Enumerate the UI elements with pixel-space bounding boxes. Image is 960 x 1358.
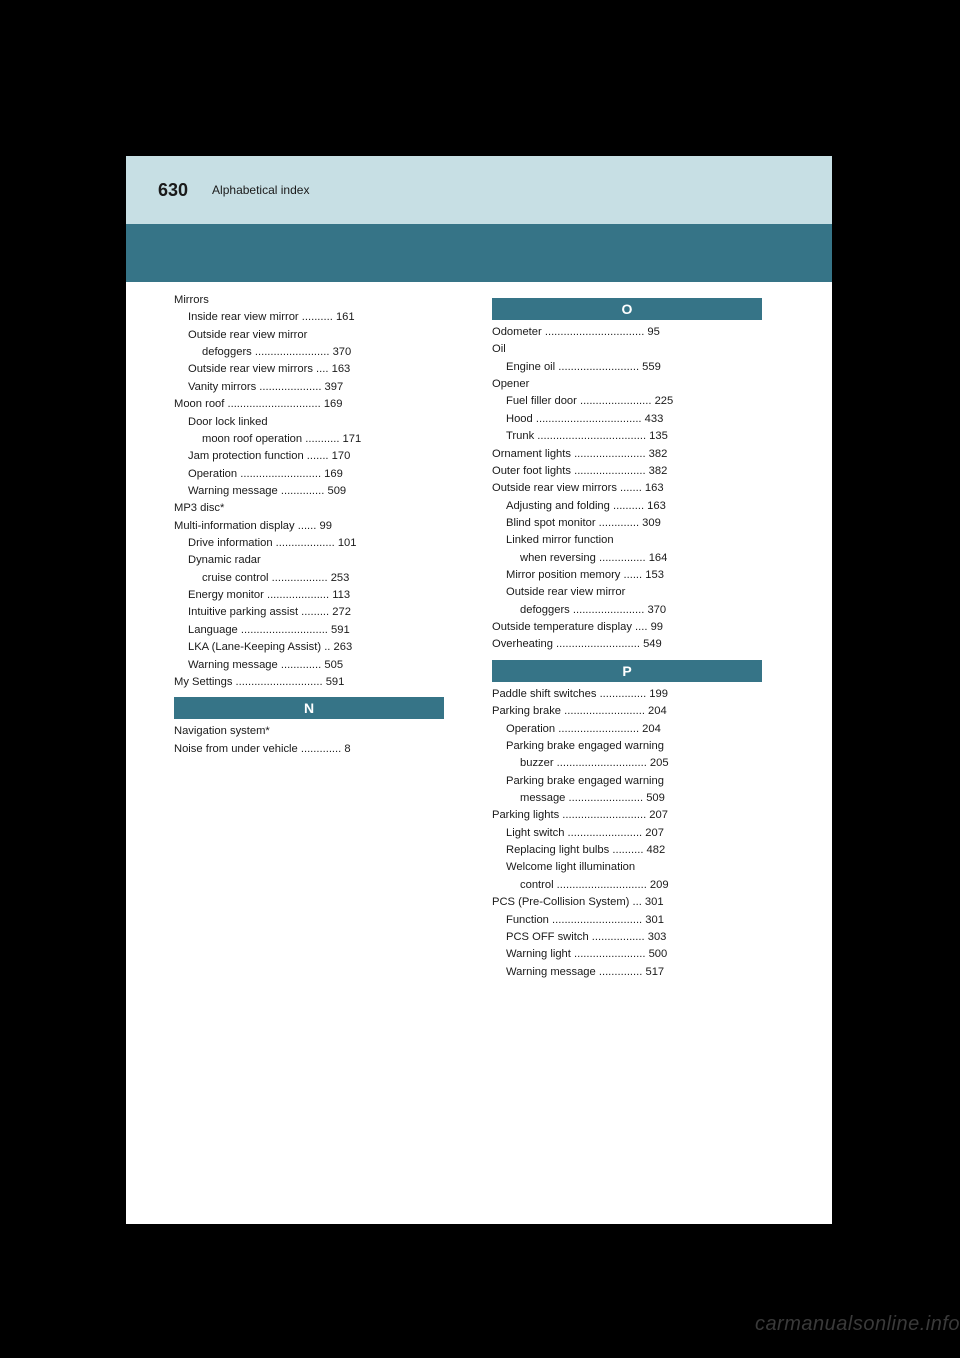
index-entry: Outer foot lights ......................… xyxy=(492,463,792,480)
index-entry: Outside rear view mirror xyxy=(174,327,474,344)
index-entry: Operation .......................... 204 xyxy=(492,721,792,738)
index-entry: Trunk ..................................… xyxy=(492,428,792,445)
index-entry: Warning message .............. 509 xyxy=(174,483,474,500)
index-entry: Outside rear view mirrors .... 163 xyxy=(174,361,474,378)
index-entry: Warning message ............. 505 xyxy=(174,657,474,674)
index-entry: Multi-information display ...... 99 xyxy=(174,518,474,535)
index-entry: Light switch ........................ 20… xyxy=(492,825,792,842)
index-entry: Paddle shift switches ............... 19… xyxy=(492,686,792,703)
right-column: O Odometer ..............................… xyxy=(492,292,792,981)
index-entry: Outside temperature display .... 99 xyxy=(492,619,792,636)
index-entry: Opener xyxy=(492,376,792,393)
index-entry: Mirrors xyxy=(174,292,474,309)
index-entry: Warning message .............. 517 xyxy=(492,964,792,981)
index-entry: Intuitive parking assist ......... 272 xyxy=(174,604,474,621)
index-entry: Engine oil .......................... 55… xyxy=(492,359,792,376)
page-number: 630 xyxy=(158,180,188,201)
index-entry: Drive information ................... 10… xyxy=(174,535,474,552)
index-entry: Moon roof ..............................… xyxy=(174,396,474,413)
index-entry: Inside rear view mirror .......... 161 xyxy=(174,309,474,326)
index-entry: Outside rear view mirrors ....... 163 xyxy=(492,480,792,497)
index-entry: Hood .................................. … xyxy=(492,411,792,428)
index-entry: LKA (Lane-Keeping Assist) .. 263 xyxy=(174,639,474,656)
index-entry: Replacing light bulbs .......... 482 xyxy=(492,842,792,859)
index-entry: Parking brake engaged warning xyxy=(492,738,792,755)
index-entry: message ........................ 509 xyxy=(492,790,792,807)
index-entry: Jam protection function ....... 170 xyxy=(174,448,474,465)
index-entry: Parking brake ..........................… xyxy=(492,703,792,720)
index-entry: Ornament lights ....................... … xyxy=(492,446,792,463)
index-entry: MP3 disc* xyxy=(174,500,474,517)
index-entry: Parking lights .........................… xyxy=(492,807,792,824)
index-entry: Navigation system* xyxy=(174,723,474,740)
index-entry: Function ............................. 3… xyxy=(492,912,792,929)
page-title: Alphabetical index xyxy=(212,183,309,197)
index-entry: Parking brake engaged warning xyxy=(492,773,792,790)
index-entry: Overheating ........................... … xyxy=(492,636,792,653)
index-entry: Fuel filler door .......................… xyxy=(492,393,792,410)
index-entry: when reversing ............... 164 xyxy=(492,550,792,567)
index-entry: defoggers ........................ 370 xyxy=(174,344,474,361)
section-letter: N xyxy=(174,697,444,719)
index-entry: My Settings ............................… xyxy=(174,674,474,691)
index-entry: moon roof operation ........... 171 xyxy=(174,431,474,448)
watermark: carmanualsonline.info xyxy=(755,1313,960,1336)
index-content: MirrorsInside rear view mirror .........… xyxy=(126,282,832,981)
index-entry: defoggers ....................... 370 xyxy=(492,602,792,619)
index-entry: Outside rear view mirror xyxy=(492,584,792,601)
header-band xyxy=(126,224,832,282)
index-entry: Vanity mirrors .................... 397 xyxy=(174,379,474,396)
index-entry: PCS (Pre-Collision System) ... 301 xyxy=(492,894,792,911)
index-entry: Oil xyxy=(492,341,792,358)
index-entry: PCS OFF switch ................. 303 xyxy=(492,929,792,946)
index-entry: Noise from under vehicle ............. 8 xyxy=(174,741,474,758)
section-letter: O xyxy=(492,298,762,320)
index-entry: Operation .......................... 169 xyxy=(174,466,474,483)
index-entry: Energy monitor .................... 113 xyxy=(174,587,474,604)
index-entry: Warning light ....................... 50… xyxy=(492,946,792,963)
index-entry: Adjusting and folding .......... 163 xyxy=(492,498,792,515)
manual-page: 630 Alphabetical index MirrorsInside rea… xyxy=(126,156,832,1224)
index-entry: cruise control .................. 253 xyxy=(174,570,474,587)
index-entry: Mirror position memory ...... 153 xyxy=(492,567,792,584)
index-entry: Linked mirror function xyxy=(492,532,792,549)
index-entry: Blind spot monitor ............. 309 xyxy=(492,515,792,532)
index-entry: Odometer ...............................… xyxy=(492,324,792,341)
index-entry: buzzer ............................. 205 xyxy=(492,755,792,772)
index-entry: Door lock linked xyxy=(174,414,474,431)
index-entry: Welcome light illumination xyxy=(492,859,792,876)
index-entry: Language ............................ 59… xyxy=(174,622,474,639)
index-entry: control ............................. 20… xyxy=(492,877,792,894)
index-entry: Dynamic radar xyxy=(174,552,474,569)
section-letter: P xyxy=(492,660,762,682)
left-column: MirrorsInside rear view mirror .........… xyxy=(174,292,474,981)
page-header: 630 Alphabetical index xyxy=(126,156,832,224)
